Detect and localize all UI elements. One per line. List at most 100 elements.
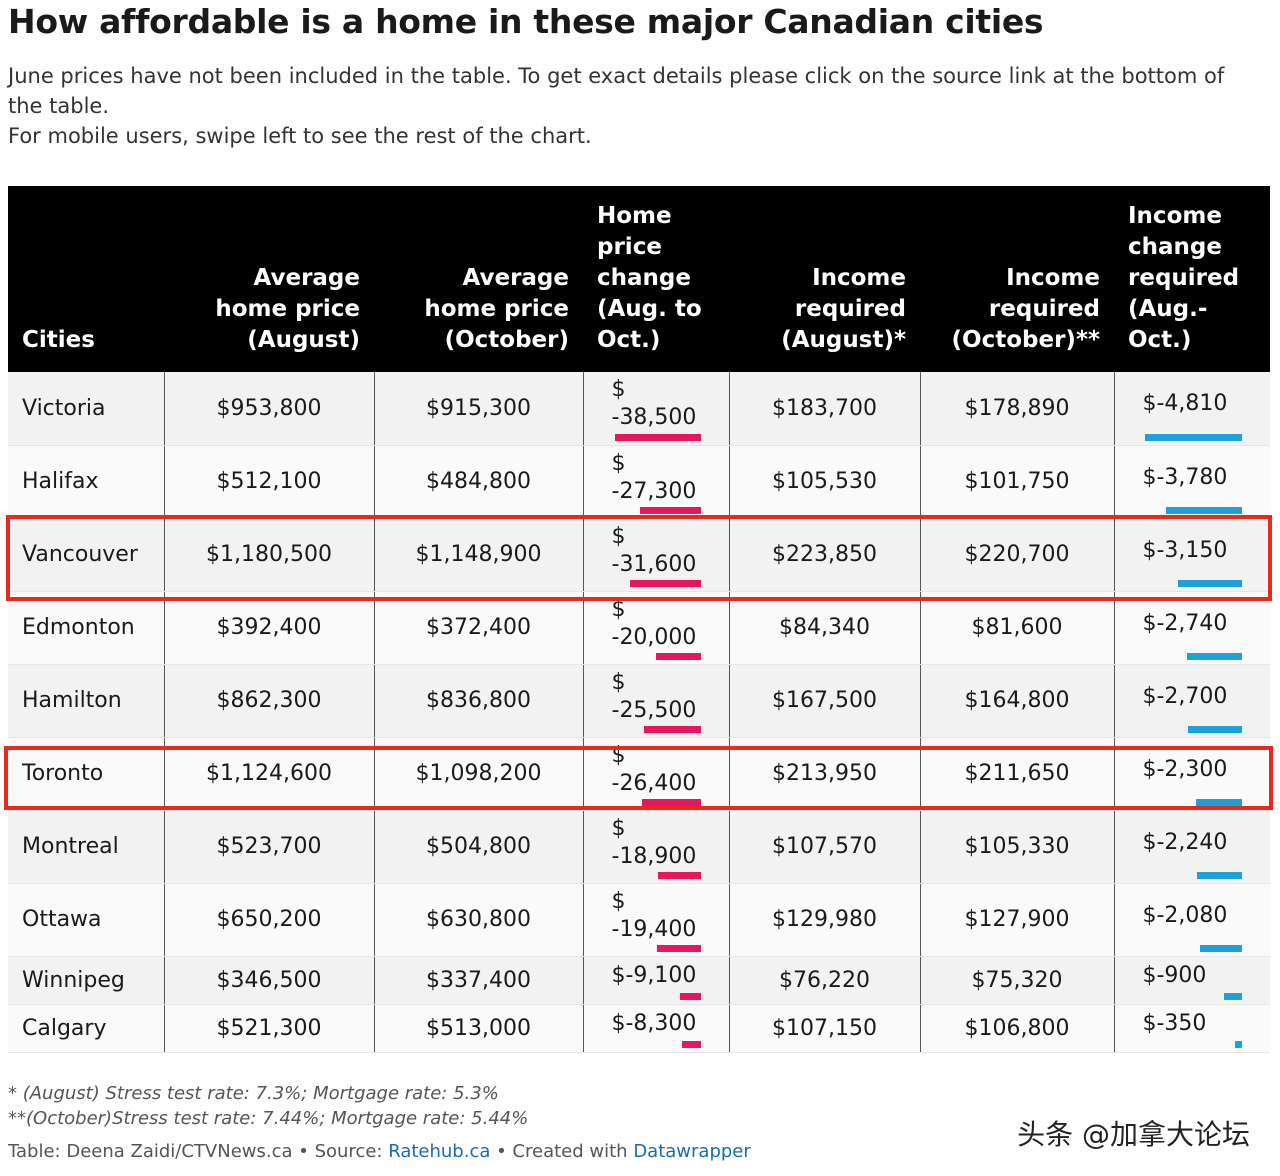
change-value: $-2,300 [1142, 756, 1228, 782]
income-change-cell: $-2,080 [1113, 883, 1270, 957]
change-value: $-900 [1142, 963, 1207, 988]
income-change-cell: $-350 [1113, 1004, 1270, 1053]
footnote-august: * (August) Stress test rate: 7.3%; Mortg… [8, 1083, 499, 1104]
price-change-cell: $-8,300 [582, 1004, 729, 1053]
header-income-change[interactable]: Income change required (Aug.- Oct.) [1114, 186, 1270, 372]
city-cell: Calgary [8, 1004, 164, 1053]
income-october-cell: $81,600 [919, 591, 1114, 665]
price-august-cell: $862,300 [163, 664, 374, 738]
change-value: $-2,080 [1142, 902, 1228, 928]
price-change-cell: $ -25,500 [582, 664, 729, 738]
intro-line-2: For mobile users, swipe left to see the … [8, 124, 592, 148]
income-august-cell: $183,700 [728, 372, 920, 446]
city-cell: Montreal [8, 810, 164, 884]
change-value: $-2,740 [1142, 610, 1228, 636]
change-value: $-3,780 [1142, 464, 1228, 490]
change-value: $-3,150 [1142, 537, 1228, 563]
city-cell: Ottawa [8, 883, 164, 957]
header-price-change[interactable]: Home price change (Aug. to Oct.) [583, 186, 729, 372]
city-cell: Winnipeg [8, 956, 164, 1005]
price-change-cell: $ -18,900 [582, 810, 729, 884]
income-change-bar [1223, 992, 1242, 1000]
income-change-bar [1186, 652, 1242, 660]
price-change-bar [643, 725, 701, 733]
change-value: $-350 [1142, 1011, 1207, 1036]
price-change-bar [680, 992, 701, 1000]
income-august-cell: $84,340 [728, 591, 920, 665]
income-change-bar [1234, 1040, 1242, 1048]
header-income-august[interactable]: Income required (August)* [729, 186, 920, 372]
income-change-cell: $-3,150 [1113, 518, 1270, 592]
price-august-cell: $953,800 [163, 372, 374, 446]
income-august-cell: $107,570 [728, 810, 920, 884]
table-row: Victoria $953,800 $915,300 $ -38,500 $183,70… [8, 372, 1270, 446]
price-change-cell: $-9,100 [582, 956, 729, 1005]
price-august-cell: $650,200 [163, 883, 374, 957]
change-value: $ -19,400 [611, 888, 697, 942]
income-october-cell: $164,800 [919, 664, 1114, 738]
price-october-cell: $630,800 [373, 883, 583, 957]
price-october-cell: $484,800 [373, 445, 583, 519]
price-change-bar [681, 1040, 701, 1048]
change-value: $ -38,500 [611, 377, 697, 431]
datawrapper-link[interactable]: Datawrapper [633, 1141, 751, 1162]
header-price-august[interactable]: Average home price (August) [164, 186, 374, 372]
income-change-bar [1145, 433, 1242, 441]
price-change-cell: $ -20,000 [582, 591, 729, 665]
highlight-toronto [4, 746, 1273, 810]
credit-prefix: Table: Deena Zaidi/CTVNews.ca • Source: [8, 1141, 389, 1162]
change-value: $ -26,400 [611, 742, 697, 796]
table-row: Vancouver $1,180,500 $1,148,900 $ -31,600 $2… [8, 518, 1270, 592]
price-change-bar [641, 798, 701, 806]
price-august-cell: $512,100 [163, 445, 374, 519]
price-change-bar [658, 871, 701, 879]
income-change-cell: $-2,700 [1113, 664, 1270, 738]
income-october-cell: $127,900 [919, 883, 1114, 957]
price-change-cell: $ -27,300 [582, 445, 729, 519]
income-august-cell: $223,850 [728, 518, 920, 592]
price-change-cell: $ -19,400 [582, 883, 729, 957]
income-change-bar [1178, 579, 1242, 587]
source-link[interactable]: Ratehub.ca [388, 1141, 491, 1162]
price-change-bar [655, 652, 701, 660]
change-value: $-2,700 [1142, 683, 1228, 709]
table-row: Halifax $512,100 $484,800 $ -27,300 $105,530… [8, 445, 1270, 519]
price-change-bar [657, 944, 701, 952]
header-cities[interactable]: Cities [8, 186, 164, 372]
income-october-cell: $220,700 [919, 518, 1114, 592]
price-october-cell: $372,400 [373, 591, 583, 665]
city-cell: Halifax [8, 445, 164, 519]
table-row: Edmonton $392,400 $372,400 $ -20,000 $84,340… [8, 591, 1270, 665]
change-value: $ -31,600 [611, 523, 697, 577]
footnote-october: **(October)Stress test rate: 7.44%; Mort… [8, 1108, 529, 1129]
page-title: How affordable is a home in these major … [8, 2, 1044, 41]
price-august-cell: $523,700 [163, 810, 374, 884]
credit-middle: • Created with [490, 1141, 634, 1162]
header-row: Cities Average home price (August) Avera… [8, 186, 1270, 372]
city-cell: Edmonton [8, 591, 164, 665]
watermark: 头条 @加拿大论坛 [1017, 1118, 1250, 1151]
income-change-cell: $-2,740 [1113, 591, 1270, 665]
income-change-bar [1195, 798, 1242, 806]
change-value: $ -18,900 [611, 815, 697, 869]
income-october-cell: $75,320 [919, 956, 1114, 1005]
income-august-cell: $167,500 [728, 664, 920, 738]
city-cell: Victoria [8, 372, 164, 446]
price-change-bar [629, 579, 701, 587]
income-august-cell: $76,220 [728, 956, 920, 1005]
header-income-october[interactable]: Income required (October)** [920, 186, 1114, 372]
income-change-cell: $-900 [1113, 956, 1270, 1005]
price-october-cell: $836,800 [373, 664, 583, 738]
price-change-bar [639, 506, 701, 514]
price-october-cell: $504,800 [373, 810, 583, 884]
income-october-cell: $101,750 [919, 445, 1114, 519]
income-change-cell: $-2,240 [1113, 810, 1270, 884]
price-august-cell: $1,180,500 [163, 518, 374, 592]
change-value: $-4,810 [1142, 391, 1228, 417]
table-row: Winnipeg $346,500 $337,400 $-9,100 $76,220 $7… [8, 956, 1270, 1005]
change-value: $-2,240 [1142, 829, 1228, 855]
income-change-cell: $-3,780 [1113, 445, 1270, 519]
price-october-cell: $915,300 [373, 372, 583, 446]
header-price-october[interactable]: Average home price (October) [374, 186, 583, 372]
income-august-cell: $105,530 [728, 445, 920, 519]
